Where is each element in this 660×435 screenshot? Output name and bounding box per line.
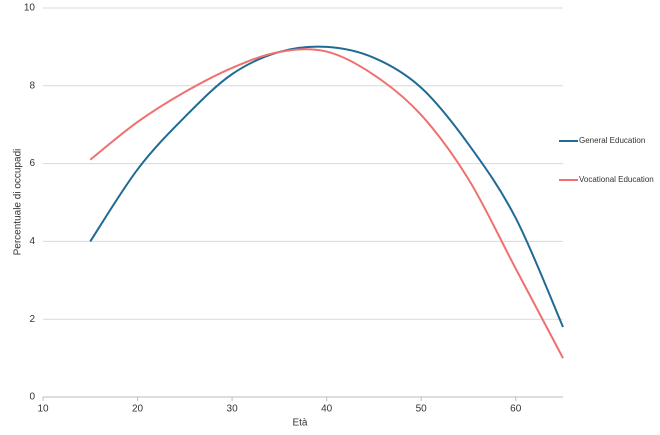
y-tick-label: 10 [24,3,36,14]
x-tick-label: 30 [227,404,239,415]
x-axis-label: Età [292,418,307,429]
x-tick-label: 50 [416,404,428,415]
y-tick-label: 2 [29,314,35,325]
line-series [89,45,564,328]
y-tick-label: 0 [29,392,35,403]
y-tick-label: 8 [29,80,35,91]
y-axis-label: Percentuale di occupadi [13,149,24,256]
legend-label: General Education [579,136,645,145]
x-tick-label: 40 [321,404,333,415]
legend-label: Vocational Education [579,175,654,184]
x-tick-label: 60 [510,404,522,415]
x-tick-label: 20 [132,404,144,415]
y-tick-label: 6 [29,158,35,169]
y-tick-label: 4 [29,236,35,247]
x-tick-label: 10 [37,404,49,415]
line-series [89,48,564,359]
